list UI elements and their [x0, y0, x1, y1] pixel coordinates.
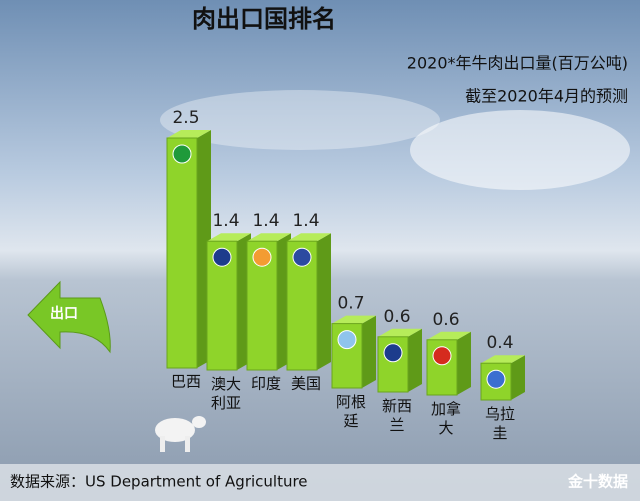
flag: [252, 247, 272, 267]
flag: [432, 346, 452, 366]
category-label: 美国: [291, 375, 321, 393]
flag: [337, 330, 357, 350]
watermark: 金十数据: [567, 473, 628, 491]
value-label: 1.4: [212, 211, 239, 231]
bar: [166, 137, 198, 369]
category-label: 巴西: [171, 373, 201, 391]
cow: [155, 416, 206, 452]
bar-side: [408, 328, 422, 392]
bar-top: [427, 331, 471, 340]
cloud: [160, 90, 440, 150]
bar-top: [247, 233, 291, 242]
bar-side: [317, 233, 331, 370]
flag: [486, 369, 506, 389]
value-label: 0.4: [486, 333, 513, 353]
bar-side: [457, 331, 471, 395]
value-label: 0.6: [383, 307, 410, 327]
bar: [286, 240, 318, 371]
value-label: 0.7: [337, 294, 364, 314]
category-label: 乌拉圭: [485, 405, 515, 442]
value-label: 1.4: [252, 211, 279, 231]
category-label: 印度: [251, 375, 281, 393]
chart-title: 肉出口国排名: [192, 5, 336, 33]
bar-side: [511, 355, 525, 400]
cloud: [410, 110, 630, 190]
category-label: 阿根廷: [336, 393, 366, 430]
bar-side: [362, 315, 376, 388]
arrow: [27, 280, 111, 354]
footer-band: [0, 464, 640, 501]
note: 截至2020年4月的预测: [465, 87, 628, 106]
value-label: 2.5: [172, 108, 199, 128]
category-label: 澳大利亚: [211, 375, 241, 412]
category-label: 加拿大: [431, 400, 461, 437]
flag: [383, 343, 403, 363]
bar-top: [481, 355, 525, 364]
value-label: 1.4: [292, 211, 319, 231]
source: 数据来源：US Department of Agriculture: [10, 473, 308, 491]
bar-top: [287, 233, 331, 242]
value-label: 0.6: [432, 310, 459, 330]
flag: [172, 144, 192, 164]
flag: [292, 247, 312, 267]
arrow-label: 出口: [50, 305, 78, 322]
bar-top: [207, 233, 251, 242]
bar: [206, 240, 238, 371]
subtitle: 2020*年牛肉出口量(百万公吨): [407, 54, 628, 73]
bar-top: [167, 130, 211, 138]
category-label: 新西兰: [382, 397, 412, 434]
flag: [212, 247, 232, 267]
bar-top: [332, 315, 376, 324]
bar-top: [378, 328, 422, 337]
